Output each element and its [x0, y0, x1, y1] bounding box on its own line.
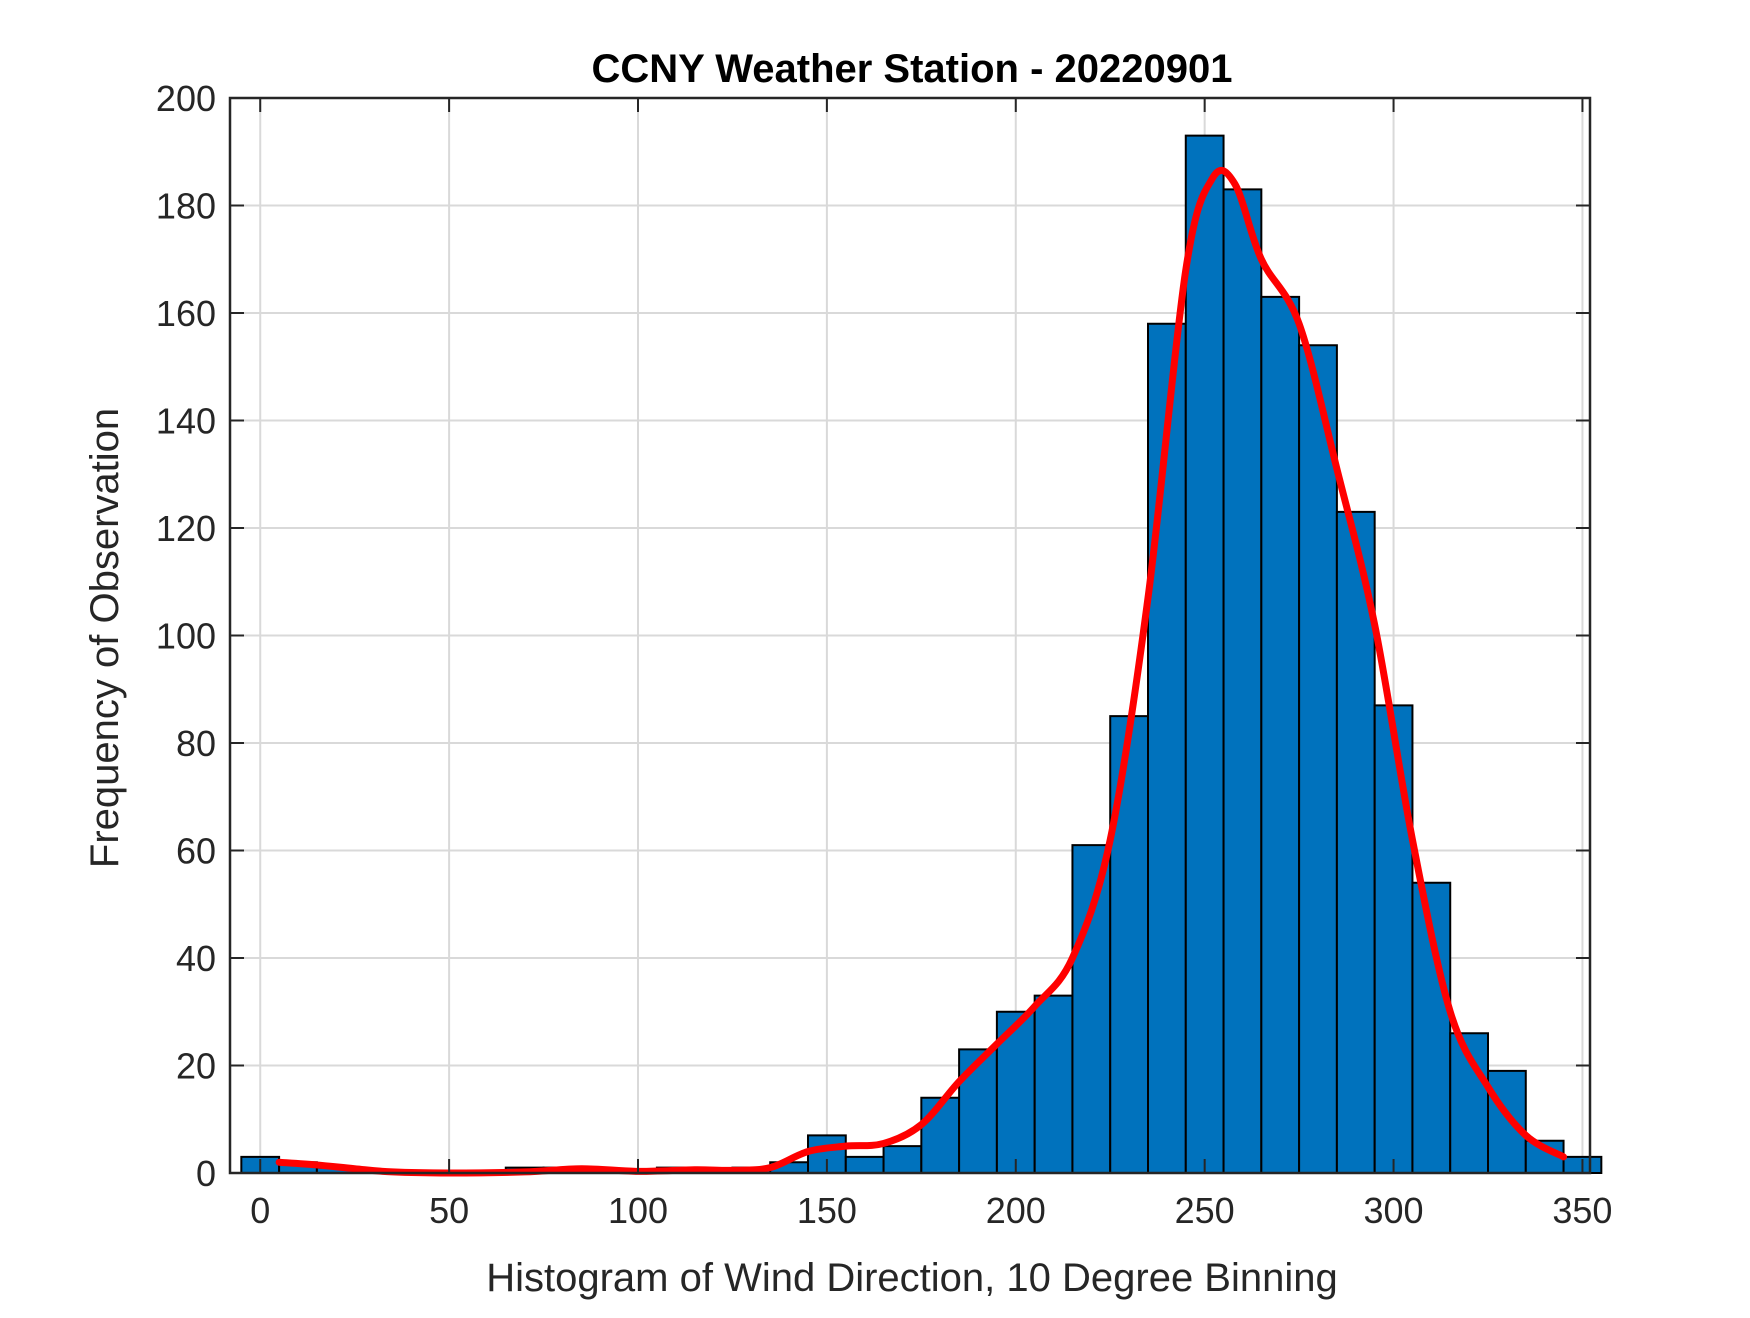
histogram-bar	[1222, 188, 1263, 1174]
histogram-bar	[1487, 1069, 1527, 1174]
y-tick-label: 120	[156, 508, 216, 549]
chart-title: CCNY Weather Station - 20220901	[592, 47, 1233, 91]
fit-curve-layer	[275, 167, 1568, 1177]
x-tick-label: 350	[1552, 1190, 1612, 1231]
histogram-bar	[1335, 510, 1376, 1174]
x-tick-label: 0	[250, 1190, 270, 1231]
histogram-bar	[1147, 322, 1187, 1174]
histogram-bar	[844, 1155, 885, 1174]
histogram-bar	[1033, 994, 1074, 1174]
y-tick-label: 40	[176, 938, 216, 979]
bars-layer	[240, 134, 1603, 1174]
x-tick-label: 250	[1175, 1190, 1235, 1231]
y-tick-label: 100	[156, 616, 216, 657]
histogram-bar	[1260, 295, 1301, 1174]
y-tick-label: 20	[176, 1046, 216, 1087]
y-tick-label: 0	[196, 1153, 216, 1194]
y-tick-label: 80	[176, 723, 216, 764]
x-tick-label: 300	[1364, 1190, 1424, 1231]
histogram-bar	[1109, 715, 1149, 1174]
histogram-bar	[920, 1096, 961, 1174]
ticks-layer: 0 50 100 150 200 250 300 350 0 20 40 60 80 100 120 140 1…	[156, 78, 1613, 1231]
histogram-bar	[1184, 134, 1225, 1174]
x-tick-label: 150	[797, 1190, 857, 1231]
y-axis-label: Frequency of Observation	[83, 408, 127, 868]
histogram-bar	[1298, 344, 1338, 1174]
y-tick-label: 160	[156, 293, 216, 334]
histogram-bar	[1373, 704, 1414, 1174]
x-axis-label: Histogram of Wind Direction, 10 Degree B…	[486, 1256, 1338, 1300]
histogram-bar	[882, 1145, 923, 1174]
fit-curve	[275, 167, 1568, 1177]
y-tick-label: 60	[176, 831, 216, 872]
x-tick-label: 200	[986, 1190, 1046, 1231]
histogram-bar	[1071, 844, 1112, 1174]
y-tick-label: 180	[156, 186, 216, 227]
x-tick-label: 100	[608, 1190, 668, 1231]
y-tick-label: 140	[156, 401, 216, 442]
histogram-bar	[958, 1048, 998, 1174]
x-tick-label: 50	[429, 1190, 469, 1231]
y-tick-label: 200	[156, 78, 216, 119]
